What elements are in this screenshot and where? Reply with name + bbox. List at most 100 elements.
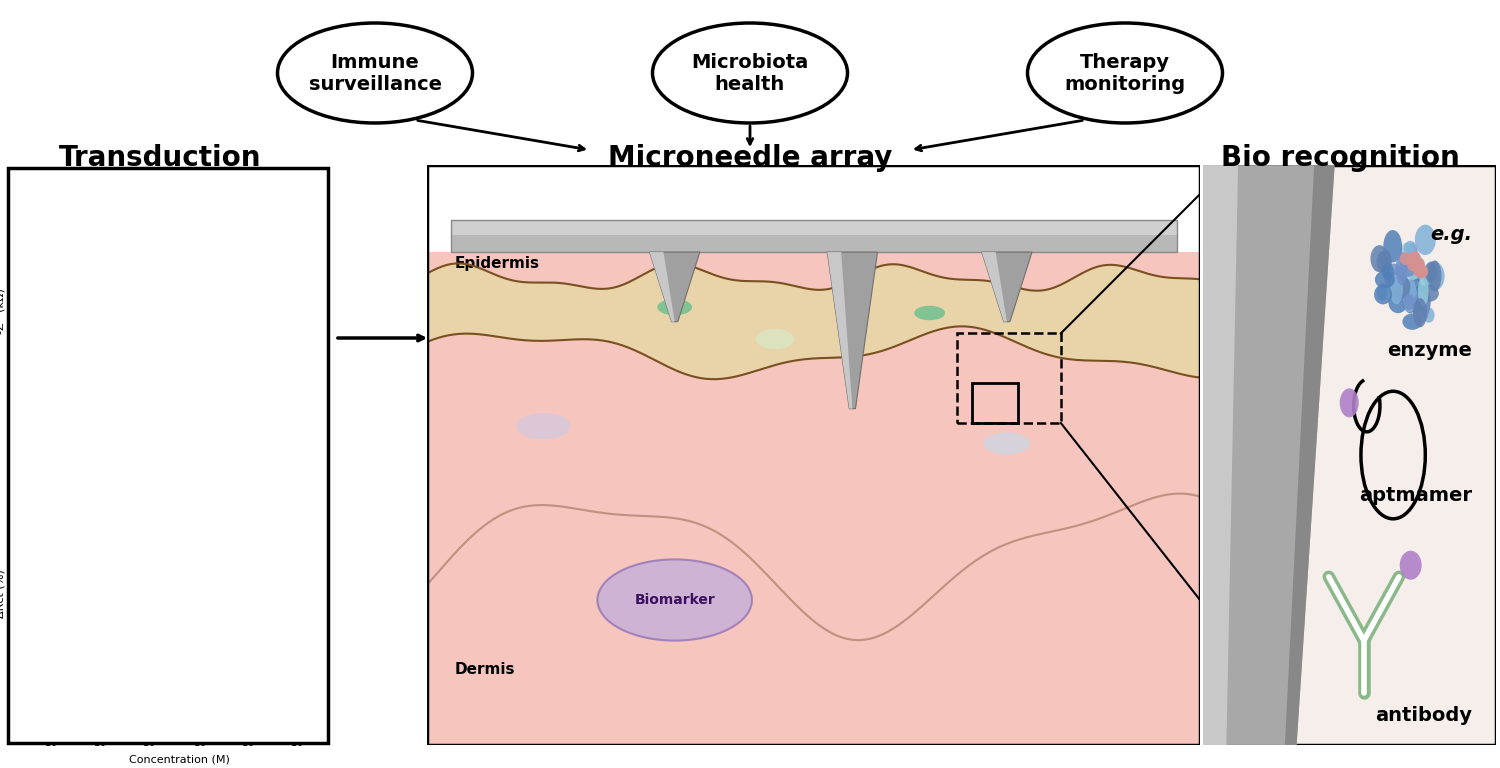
Point — [53, 336, 76, 349]
Point — [62, 296, 86, 309]
Point — [228, 176, 252, 188]
Point — [116, 176, 140, 188]
Point — [279, 247, 303, 259]
Point — [120, 321, 144, 333]
Point — [140, 349, 164, 361]
Ellipse shape — [1408, 264, 1419, 280]
Point — [180, 300, 204, 313]
Point — [159, 228, 183, 240]
Ellipse shape — [1416, 265, 1426, 277]
Point — [53, 307, 76, 319]
Point — [298, 299, 322, 311]
Point — [146, 372, 170, 385]
Ellipse shape — [1413, 260, 1425, 273]
Point — [240, 255, 264, 267]
Point — [345, 412, 369, 425]
Ellipse shape — [984, 432, 1030, 455]
Point — [232, 338, 256, 350]
Point — [147, 389, 171, 401]
Point — [112, 258, 136, 270]
Point — [309, 350, 333, 362]
Point — [267, 338, 291, 350]
Point — [63, 253, 87, 266]
Point — [40, 359, 64, 371]
Point — [105, 173, 129, 185]
Point — [217, 227, 242, 240]
Point — [201, 370, 225, 382]
Point — [76, 237, 101, 250]
Point — [150, 163, 174, 175]
Point — [98, 235, 122, 247]
Point — [180, 307, 204, 319]
Point — [117, 316, 141, 329]
Point — [66, 245, 90, 257]
Point — [33, 367, 57, 379]
Point — [230, 321, 254, 333]
Point — [86, 306, 109, 318]
Ellipse shape — [756, 329, 795, 349]
Point — [34, 412, 58, 425]
Point — [165, 197, 189, 210]
Ellipse shape — [1420, 288, 1431, 315]
Ellipse shape — [1398, 243, 1414, 276]
Point — [81, 306, 105, 319]
Point — [171, 156, 195, 168]
Point — [236, 346, 260, 358]
Point — [120, 202, 144, 214]
Point — [147, 376, 171, 388]
Point — [282, 181, 306, 194]
Point — [57, 283, 81, 296]
Ellipse shape — [1392, 275, 1410, 299]
Polygon shape — [982, 252, 1032, 322]
Ellipse shape — [1407, 275, 1422, 310]
Point — [53, 289, 76, 301]
Point — [33, 406, 57, 419]
Point — [165, 283, 189, 296]
Point — [204, 404, 228, 416]
Point — [48, 313, 72, 325]
Ellipse shape — [1389, 292, 1407, 313]
Ellipse shape — [1414, 258, 1425, 270]
Point — [116, 204, 140, 216]
Point — [54, 326, 78, 339]
Point — [200, 131, 223, 144]
Point — [128, 198, 152, 210]
Point — [40, 346, 64, 358]
Point — [251, 281, 274, 293]
Point — [34, 376, 58, 389]
Point — [69, 313, 93, 325]
Point — [48, 313, 72, 325]
Point — [39, 361, 63, 373]
Point — [183, 241, 207, 253]
Point — [274, 402, 298, 414]
Point — [38, 362, 62, 374]
Text: enzyme: enzyme — [1388, 341, 1472, 360]
Point — [141, 165, 165, 177]
Text: aptmamer: aptmamer — [1359, 486, 1472, 505]
Point — [160, 159, 184, 171]
Point — [40, 366, 64, 378]
Point — [42, 356, 66, 368]
Point — [63, 293, 87, 305]
Point — [40, 348, 64, 360]
Point — [172, 194, 196, 207]
Polygon shape — [650, 252, 700, 322]
Point — [268, 356, 292, 368]
Text: Dermis: Dermis — [454, 662, 514, 677]
Point — [102, 305, 126, 317]
Point — [326, 273, 350, 285]
Point — [38, 351, 62, 363]
Point — [48, 316, 72, 329]
Point — [204, 164, 228, 177]
Point — [69, 285, 93, 297]
Point — [96, 238, 120, 250]
Point — [260, 217, 284, 229]
Point — [34, 403, 58, 415]
Point — [152, 195, 176, 207]
Point — [194, 129, 217, 141]
Point — [34, 404, 58, 416]
Point — [40, 363, 64, 376]
Point — [178, 200, 203, 212]
Point — [211, 222, 236, 234]
Point — [34, 378, 58, 390]
